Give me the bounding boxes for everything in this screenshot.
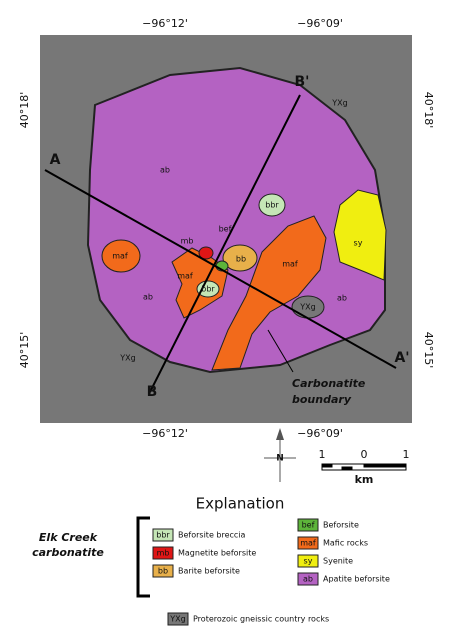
section-label: B'	[295, 74, 310, 90]
coord-label: 40°18'	[422, 92, 435, 129]
section-label: A	[50, 152, 61, 168]
coord-label: 40°15'	[18, 332, 31, 369]
legend-swatch	[297, 554, 319, 568]
legend-code: bbr	[156, 531, 170, 540]
legend-label: Mafic rocks	[323, 539, 368, 548]
legend-swatch	[152, 528, 174, 542]
legend-label: Magnetite beforsite	[178, 549, 256, 558]
magnetite-beforsite	[198, 246, 214, 260]
legend-code: sy	[304, 557, 313, 566]
unit-label: bbr	[201, 285, 215, 294]
legend-swatch	[297, 518, 319, 532]
coord-label: 40°18'	[18, 92, 31, 129]
scale-tick: 0	[361, 448, 368, 461]
legend-label: Proterozoic gneissic country rocks	[193, 615, 329, 624]
unit-label: maf	[112, 252, 128, 261]
legend-code: maf	[300, 539, 316, 548]
legend-code: bef	[302, 521, 315, 530]
legend-label: Beforsite breccia	[178, 531, 246, 540]
legend-swatch	[297, 536, 319, 550]
legend: bbr Beforsite breccia mb Magnetite beforsit…	[152, 518, 390, 626]
scale-tick: 1	[319, 448, 326, 461]
beforsite-breccia	[196, 280, 220, 298]
unit-label: YXg	[331, 99, 347, 108]
legend-swatch	[297, 572, 319, 586]
legend-title: Explanation	[196, 495, 285, 513]
coord-label: −96°12'	[142, 427, 188, 440]
coord-label: 40°15'	[422, 332, 435, 369]
unit-label: bb	[236, 255, 246, 264]
unit-label: sy	[354, 239, 363, 248]
scale-unit: km	[355, 473, 374, 486]
unit-label: mb	[181, 237, 194, 246]
barite-beforsite	[222, 244, 258, 272]
boundary-label: boundary	[292, 393, 352, 406]
unit-label: ab	[143, 293, 153, 302]
north-arrow	[264, 428, 296, 482]
unit-label: ab	[160, 166, 170, 175]
legend-label: Barite beforsite	[178, 567, 240, 576]
north-label: N	[276, 454, 284, 464]
legend-bracket	[136, 516, 150, 598]
mafic-rocks	[211, 215, 327, 371]
coord-label: −96°09'	[297, 17, 343, 30]
section-b	[149, 94, 301, 393]
legend-label: Beforsite	[323, 521, 359, 530]
syenite	[333, 189, 387, 281]
boundary-label: Carbonatite	[292, 377, 366, 390]
legend-code: ab	[303, 575, 313, 584]
legend-group: carbonatite	[32, 546, 104, 559]
boundary-pointer	[267, 329, 294, 373]
legend-label: Apatite beforsite	[323, 575, 390, 584]
legend-swatch	[152, 564, 174, 578]
unit-label: YXg	[119, 354, 135, 363]
legend-code: YXg	[169, 615, 185, 624]
legend-swatch	[167, 612, 189, 626]
mafic-rocks	[101, 239, 141, 273]
legend-label: Syenite	[323, 557, 353, 566]
legend-code: bb	[158, 567, 168, 576]
unit-label: maf	[177, 272, 193, 281]
unit-label: bbr	[265, 201, 279, 210]
coord-label: −96°09'	[297, 427, 343, 440]
unit-label: ab	[337, 294, 347, 303]
legend-group: Elk Creek	[39, 531, 98, 544]
unit-label: YXg	[299, 303, 315, 312]
legend-code: mb	[157, 549, 170, 558]
beforsite-breccia	[258, 193, 286, 217]
unit-label: maf	[282, 260, 298, 269]
section-a	[44, 169, 397, 369]
section-label: A'	[394, 350, 409, 366]
unit-label: bef	[219, 225, 232, 234]
coord-label: −96°12'	[142, 17, 188, 30]
scale-bar	[321, 463, 407, 471]
scale-tick: 1	[403, 448, 410, 461]
section-label: B	[147, 384, 158, 400]
legend-swatch	[152, 546, 174, 560]
